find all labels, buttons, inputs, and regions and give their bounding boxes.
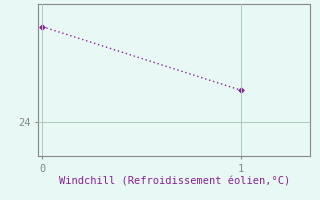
X-axis label: Windchill (Refroidissement éolien,°C): Windchill (Refroidissement éolien,°C) [59, 176, 290, 186]
